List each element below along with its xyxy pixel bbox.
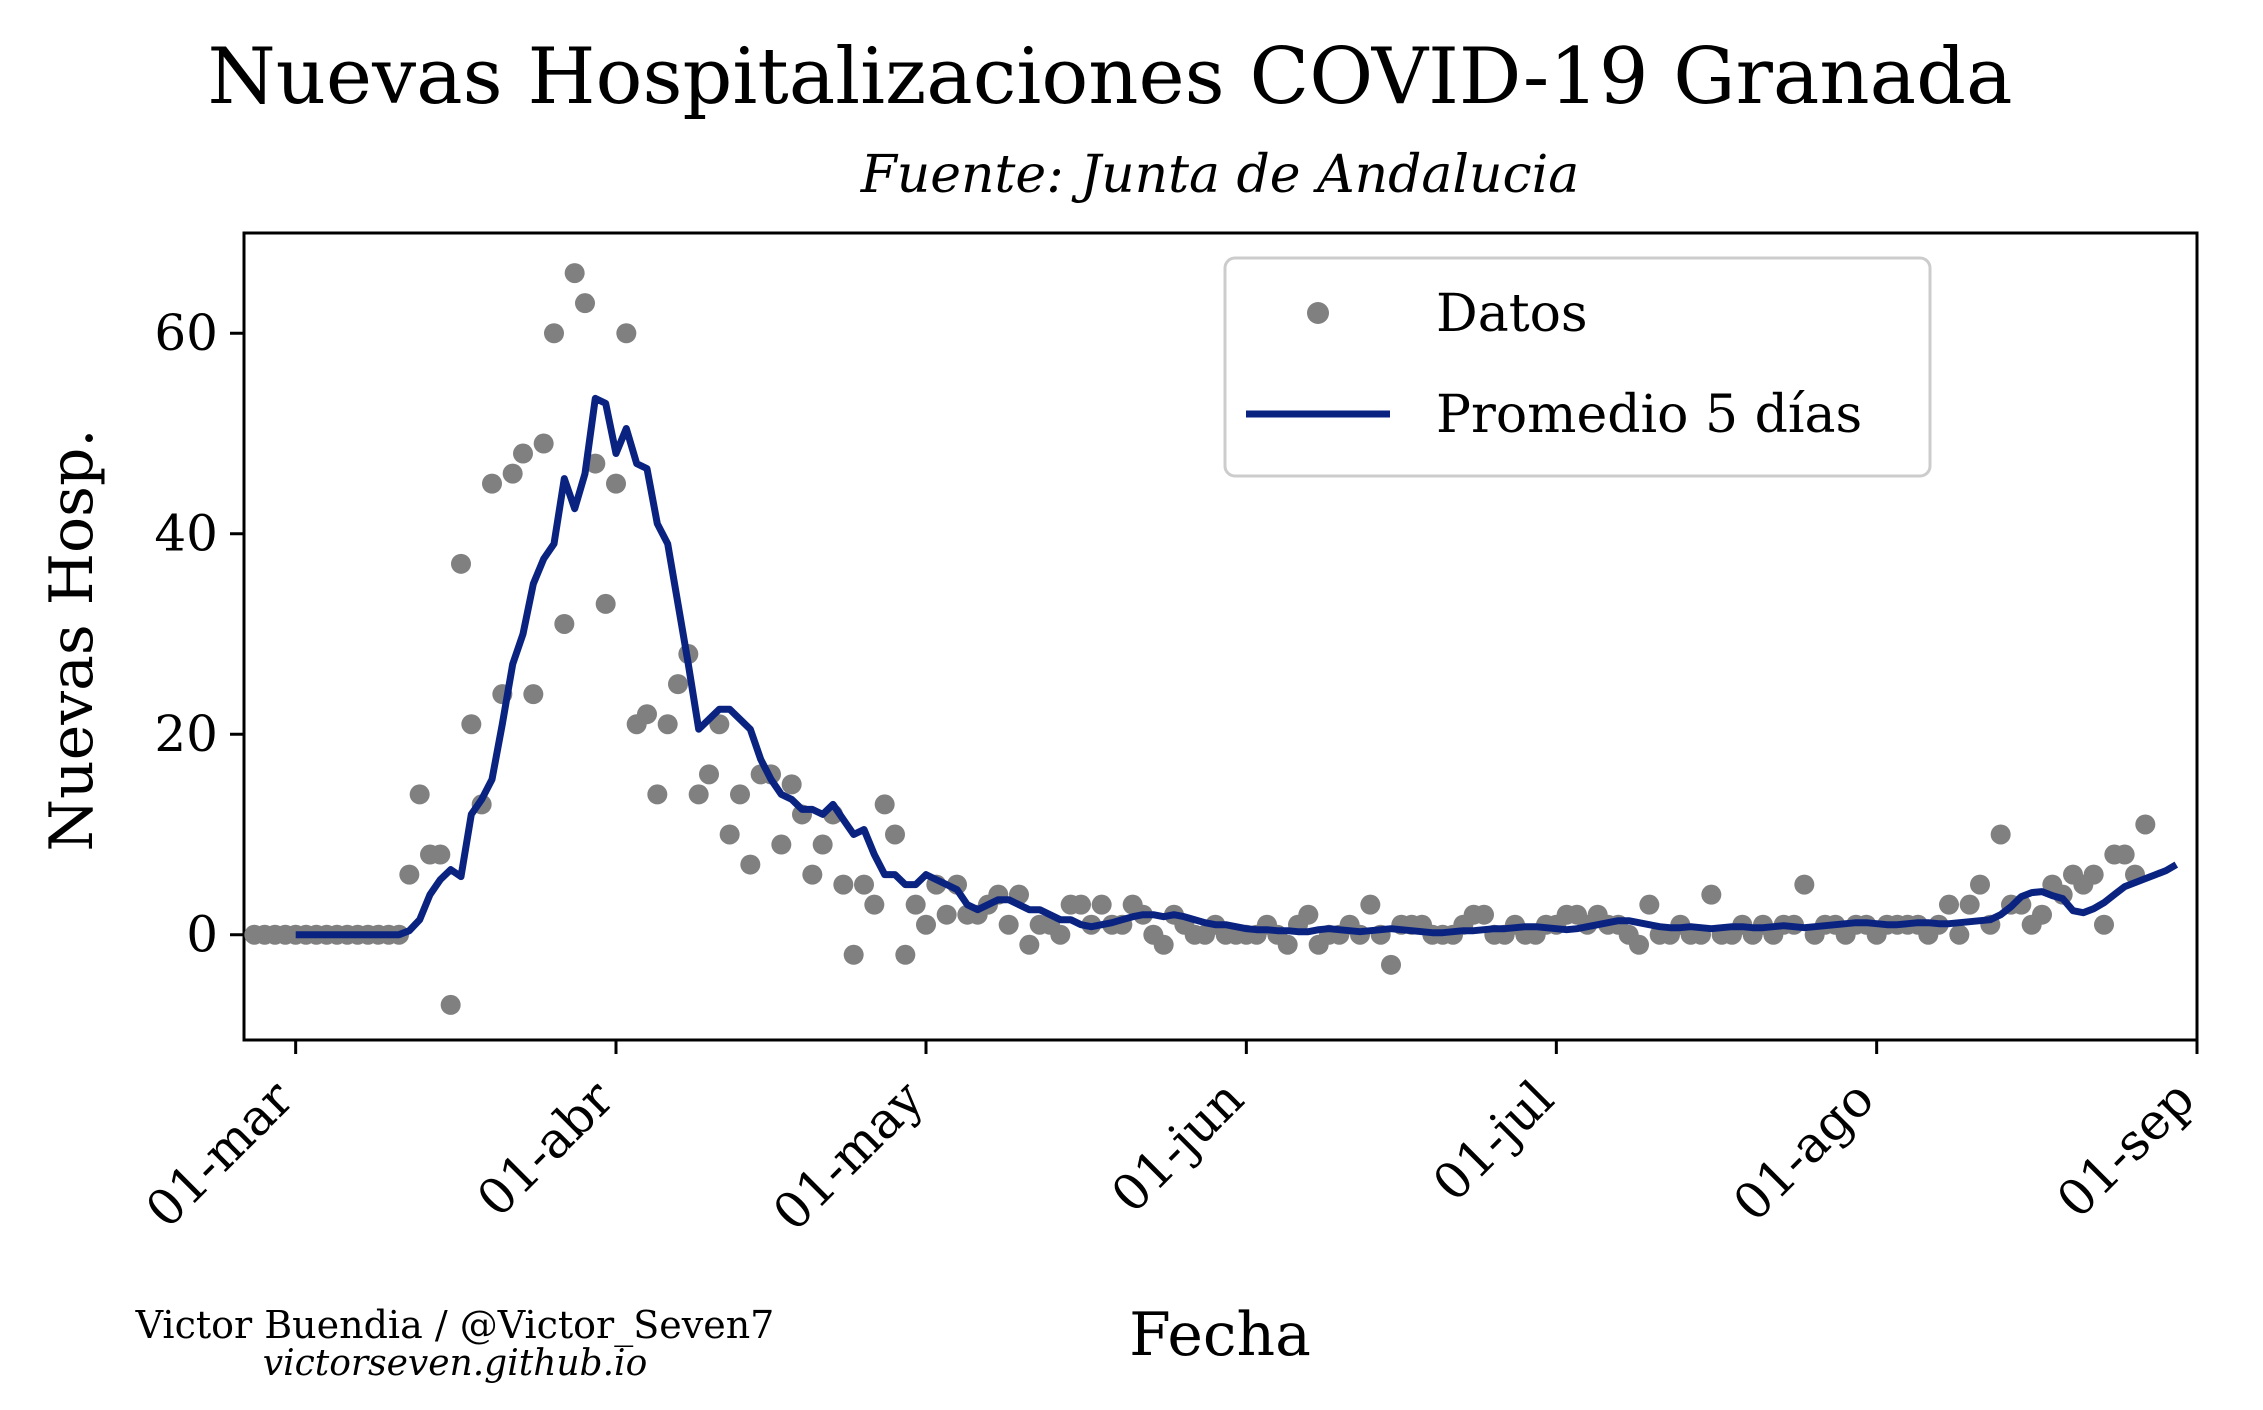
y-tick-label: 20 [154, 705, 218, 763]
data-point [802, 864, 823, 885]
data-point [1071, 894, 1091, 915]
data-point [833, 874, 854, 895]
legend-datos-marker [1307, 302, 1329, 324]
data-point [740, 854, 761, 875]
data-point [998, 914, 1019, 935]
data-point [1701, 884, 1722, 905]
credit-author: Victor Buendia / @Victor_Seven7 [135, 1303, 775, 1348]
y-axis-label: Nuevas Hosp. [37, 429, 107, 852]
data-point [688, 784, 709, 805]
data-point [1949, 924, 1970, 945]
x-tick-label: 01-may [762, 1069, 935, 1242]
data-point [905, 894, 926, 915]
data-point [699, 764, 719, 785]
data-point [2114, 844, 2135, 865]
data-point [1019, 934, 1040, 955]
chart-title: Nuevas Hospitalizaciones COVID-19 Granad… [207, 32, 2012, 122]
data-point [1298, 904, 1319, 925]
x-tick-label: 01-sep [2046, 1069, 2206, 1229]
data-point [874, 794, 895, 815]
data-point [1050, 924, 1071, 945]
data-point [554, 613, 575, 634]
data-point [482, 473, 502, 494]
data-point [812, 834, 833, 855]
legend: Datos Promedio 5 días [1223, 256, 1932, 478]
legend-box [1223, 256, 1932, 478]
data-point [564, 263, 585, 284]
chart-subtitle: Fuente: Junta de Andalucia [860, 145, 1580, 205]
data-point [575, 293, 595, 314]
data-point [1939, 894, 1959, 915]
data-point [864, 894, 885, 915]
y-axis: 0 20 40 60 [154, 304, 244, 964]
data-point [647, 784, 668, 805]
data-point [2135, 814, 2156, 835]
data-point [657, 714, 678, 735]
data-point [2032, 904, 2052, 925]
data-point [1794, 874, 1815, 895]
data-point [616, 323, 637, 344]
data-point [399, 864, 420, 885]
data-point [771, 834, 792, 855]
data-point [1639, 894, 1660, 915]
data-point [730, 784, 750, 805]
data-point [595, 593, 616, 614]
data-point [709, 714, 730, 735]
data-point [854, 874, 874, 895]
data-point [1091, 894, 1112, 915]
data-point [430, 844, 451, 865]
data-point [1360, 894, 1381, 915]
data-point [1959, 894, 1980, 915]
x-axis-label: Fecha [1129, 1300, 1311, 1370]
y-tick-label: 0 [186, 906, 218, 964]
data-point [1153, 934, 1174, 955]
data-point [916, 914, 936, 935]
data-point [544, 323, 564, 344]
data-point [719, 824, 740, 845]
data-point [936, 904, 957, 925]
data-point [502, 463, 523, 484]
y-tick-label: 60 [154, 304, 218, 362]
data-point [451, 553, 471, 574]
data-point [523, 684, 544, 705]
data-point [668, 674, 688, 695]
data-point [1629, 934, 1649, 955]
x-tick-label: 01-ago [1722, 1069, 1885, 1232]
data-point [2083, 864, 2104, 885]
data-point [461, 714, 482, 735]
x-tick-label: 01-jun [1100, 1069, 1254, 1223]
x-tick-label: 01-mar [135, 1069, 305, 1239]
x-axis: 01-mar 01-abr 01-may 01-jun 01-jul 01-ago 01-s… [135, 1040, 2206, 1242]
data-point [1277, 934, 1298, 955]
data-point [1381, 954, 1401, 975]
data-point [1474, 904, 1494, 925]
data-point [843, 944, 864, 965]
data-point [513, 443, 533, 464]
data-point [1990, 824, 2011, 845]
data-point [440, 994, 461, 1015]
legend-promedio-label: Promedio 5 días [1436, 385, 1862, 445]
data-point [533, 433, 554, 454]
data-point [637, 704, 657, 725]
x-tick-label: 01-abr [466, 1069, 625, 1228]
x-tick-label: 01-jul [1422, 1069, 1565, 1212]
data-point [2094, 914, 2114, 935]
series-promedio-line [295, 394, 2179, 939]
y-tick-label: 40 [154, 505, 218, 563]
data-point [885, 824, 905, 845]
data-point [409, 784, 430, 805]
data-point [781, 774, 802, 795]
legend-datos-label: Datos [1436, 284, 1588, 344]
credit-website: victorseven.github.io [263, 1343, 648, 1384]
data-point [606, 473, 626, 494]
data-point [895, 944, 916, 965]
data-point [1970, 874, 1990, 895]
